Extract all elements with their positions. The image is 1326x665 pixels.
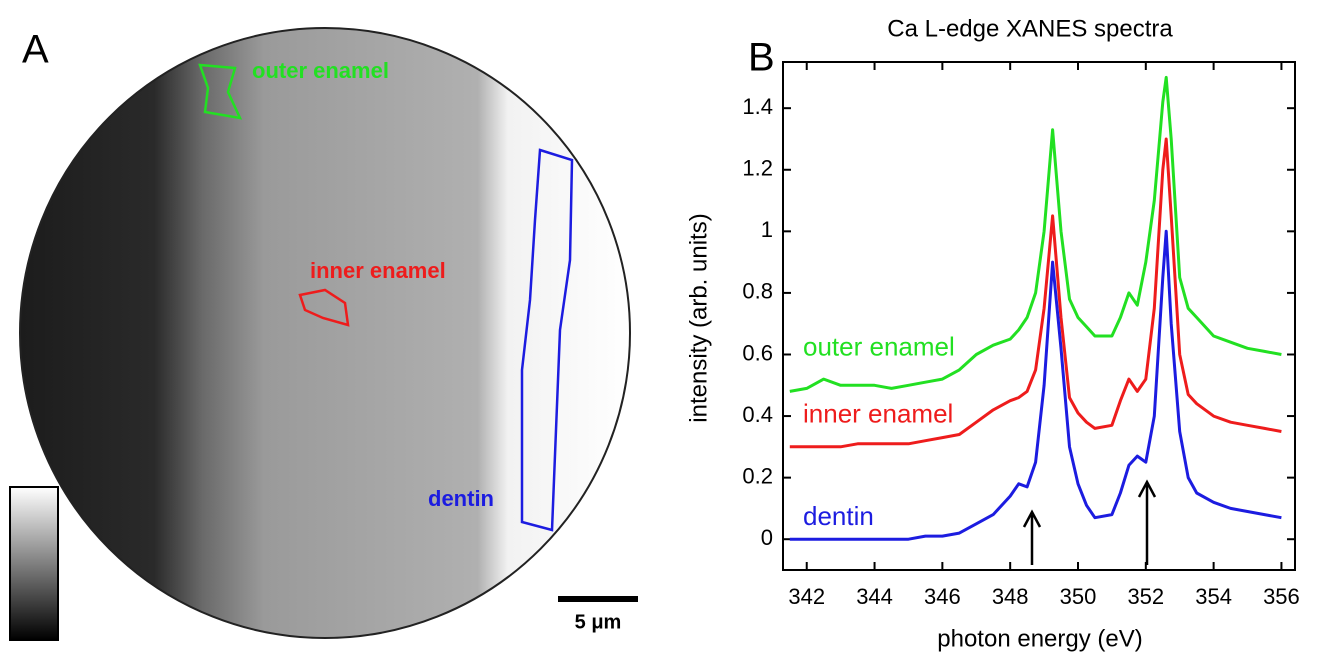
x-tick-label: 352 (1127, 584, 1164, 609)
region-label: dentin (428, 486, 494, 511)
colorbar (9, 486, 59, 641)
series-label: outer enamel (803, 331, 955, 361)
region-label: outer enamel (252, 58, 389, 83)
image-panel: A outer enamel inner enamel dentin 5 μm (9, 27, 638, 641)
x-tick-label: 342 (788, 584, 825, 609)
x-tick-label: 350 (1060, 584, 1097, 609)
x-tick-label: 344 (856, 584, 893, 609)
region-outline (198, 63, 243, 120)
x-tick-label: 354 (1195, 584, 1232, 609)
plot-frame (782, 61, 1296, 571)
y-tick-label: 0.2 (742, 463, 773, 488)
x-tick-label: 356 (1263, 584, 1300, 609)
y-tick-label: 1 (761, 217, 773, 242)
x-tick-label: 346 (924, 584, 961, 609)
scale-label: 5 μm (575, 611, 622, 633)
micrograph (19, 27, 631, 639)
series-label: inner enamel (803, 399, 953, 429)
y-tick-label: 0.8 (742, 279, 773, 304)
panel-label: B (748, 36, 775, 80)
chart: B Ca L-edge XANES spectra photon energy … (685, 15, 1299, 652)
series-label: dentin (803, 501, 874, 531)
arrow (1022, 509, 1042, 565)
y-tick-label: 0 (761, 525, 773, 550)
y-tick-label: 1.2 (742, 156, 773, 181)
y-tick-label: 1.4 (742, 94, 773, 119)
y-axis-label: intensity (arb. units) (685, 213, 712, 422)
panel-label: A (22, 28, 49, 72)
y-tick-label: 0.4 (742, 402, 773, 427)
region-outline (520, 148, 574, 532)
x-tick-label: 348 (992, 584, 1029, 609)
y-tick-label: 0.6 (742, 340, 773, 365)
x-axis-label: photon energy (eV) (937, 625, 1142, 652)
region-outline (298, 288, 350, 327)
region-label: inner enamel (310, 258, 446, 283)
series-line (789, 137, 1282, 449)
arrow (1137, 479, 1157, 565)
series-line (789, 229, 1282, 541)
series-line (789, 75, 1282, 393)
chart-title: Ca L-edge XANES spectra (887, 15, 1173, 42)
